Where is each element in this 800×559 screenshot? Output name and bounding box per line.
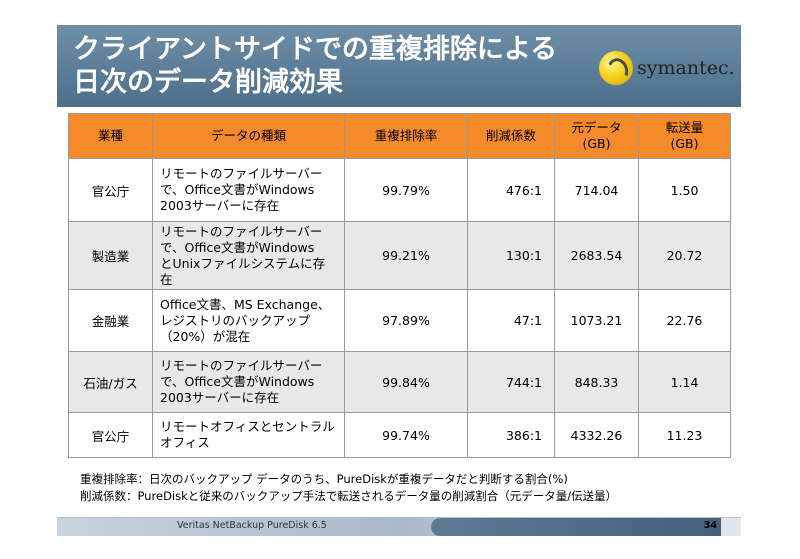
cell-original: 848.33 [554,351,639,413]
cell-transfer: 11.23 [638,412,731,458]
cell-reduction-ratio: 744:1 [467,351,555,413]
cell-original: 1073.21 [554,289,639,352]
cell-industry: 官公庁 [68,412,153,458]
cell-reduction-ratio: 476:1 [467,158,555,222]
header-industry: 業種 [68,113,153,159]
cell-reduction-ratio: 130:1 [467,221,555,290]
cell-data-type: リモートのファイルサーバー で、Office文書がWindows とUnixファ… [152,221,345,290]
dedup-results-table: 業種 データの種類 重複排除率 削減係数 元データ (GB) 転送量 (GB) … [68,113,731,458]
desc-line: （20%）が混在 [160,328,251,344]
footnote-dedup-rate: 重複排除率：日次のバックアップ データのうち、PureDiskが重複データだと判… [80,472,568,486]
header-original-unit: (GB) [582,136,611,151]
header-data-type: データの種類 [152,113,345,159]
table-row: 官公庁 リモートオフィスとセントラル オフィス 99.74% 386:1 433… [68,412,731,458]
header-reduction-ratio: 削減係数 [467,113,555,159]
desc-line: リモートのファイルサーバー [160,166,323,181]
header-transfer-label: 転送量 [665,120,704,135]
cell-transfer: 20.72 [638,221,731,290]
cell-original: 2683.54 [554,221,639,290]
cell-industry: 金融業 [68,289,153,352]
cell-industry: 製造業 [68,221,153,290]
title-line-2: 日次のデータ削減効果 [73,67,343,98]
slide-title: クライアントサイドでの重複排除による 日次のデータ削減効果 [73,33,557,99]
cell-dedup-rate: 99.21% [344,221,468,290]
desc-line: 2003サーバーに存在 [160,198,280,213]
cell-data-type: Office文書、MS Exchange、 レジストリのバックアップ （20%）… [152,289,345,352]
cell-transfer: 1.14 [638,351,731,413]
header-dedup-rate: 重複排除率 [344,113,468,159]
desc-line: オフィス [160,435,210,450]
title-line-1: クライアントサイドでの重複排除による [73,34,558,65]
cell-reduction-ratio: 47:1 [467,289,555,352]
desc-line: リモートのファイルサーバー [160,358,323,373]
cell-original: 714.04 [554,158,639,222]
table-row: 石油/ガス リモートのファイルサーバー で、Office文書がWindows 2… [68,351,731,413]
header-transfer-unit: (GB) [670,136,699,151]
symantec-logo: symantec. [597,51,737,87]
cell-dedup-rate: 97.89% [344,289,468,352]
cell-data-type: リモートのファイルサーバー で、Office文書がWindows 2003サーバ… [152,158,345,222]
desc-line: リモートのファイルサーバー [160,223,323,239]
symantec-logo-icon [599,51,633,85]
desc-line: で、Office文書がWindows [160,182,315,197]
desc-line: とUnixファイルシステムに存 [160,255,326,271]
table-row: 官公庁 リモートのファイルサーバー で、Office文書がWindows 200… [68,158,731,222]
table-header-row: 業種 データの種類 重複排除率 削減係数 元データ (GB) 転送量 (GB) [68,113,731,159]
footer-accent-bar: 34 [431,518,721,536]
header-original-label: 元データ [571,120,622,135]
footnotes: 重複排除率：日次のバックアップ データのうち、PureDiskが重複データだと判… [80,471,617,505]
cell-industry: 石油/ガス [68,351,153,413]
desc-line: レジストリのバックアップ [160,312,311,328]
desc-line: 在 [160,271,173,287]
title-banner: クライアントサイドでの重複排除による 日次のデータ削減効果 symantec. [57,25,741,107]
slide-footer: Veritas NetBackup PureDisk 6.5 34 [57,517,741,536]
table-row: 金融業 Office文書、MS Exchange、 レジストリのバックアップ （… [68,289,731,352]
cell-dedup-rate: 99.79% [344,158,468,222]
cell-data-type: リモートのファイルサーバー で、Office文書がWindows 2003サーバ… [152,351,345,413]
desc-line: Office文書、MS Exchange、 [160,296,331,312]
desc-line: で、Office文書がWindows [160,374,315,389]
desc-line: 2003サーバーに存在 [160,390,280,405]
header-original-data: 元データ (GB) [554,113,639,159]
cell-transfer: 22.76 [638,289,731,352]
desc-line: リモートオフィスとセントラル [160,419,335,434]
header-transfer: 転送量 (GB) [638,113,731,159]
cell-dedup-rate: 99.74% [344,412,468,458]
table-row: 製造業 リモートのファイルサーバー で、Office文書がWindows とUn… [68,221,731,290]
cell-dedup-rate: 99.84% [344,351,468,413]
desc-line: で、Office文書がWindows [160,239,315,255]
logo-text: symantec. [637,57,735,79]
footnote-reduction-ratio: 削減係数：PureDiskと従来のバックアップ手法で転送されるデータ量の削減割合… [80,489,618,503]
footer-product: Veritas NetBackup PureDisk 6.5 [177,520,327,531]
page-number: 34 [703,520,717,531]
cell-data-type: リモートオフィスとセントラル オフィス [152,412,345,458]
cell-industry: 官公庁 [68,158,153,222]
cell-transfer: 1.50 [638,158,731,222]
cell-reduction-ratio: 386:1 [467,412,555,458]
cell-original: 4332.26 [554,412,639,458]
